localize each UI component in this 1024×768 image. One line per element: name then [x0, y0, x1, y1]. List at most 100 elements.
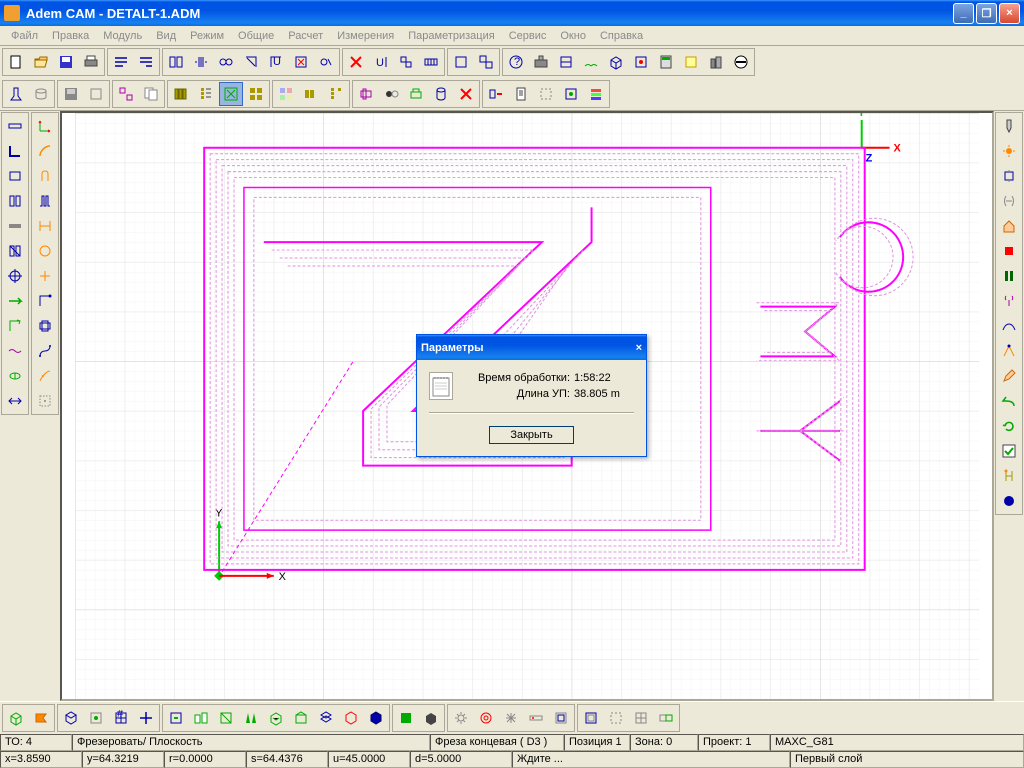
tool-icon[interactable]: [194, 82, 218, 106]
help-icon[interactable]: ?: [504, 50, 528, 74]
grid-icon[interactable]: #: [109, 706, 133, 730]
tool-icon[interactable]: [33, 264, 57, 288]
tool-icon[interactable]: [549, 706, 573, 730]
tool-icon[interactable]: [629, 706, 653, 730]
tool-icon[interactable]: [33, 164, 57, 188]
refresh-icon[interactable]: [997, 414, 1021, 438]
tool-icon[interactable]: [3, 239, 27, 263]
tool-icon[interactable]: [134, 50, 158, 74]
house-icon[interactable]: [997, 214, 1021, 238]
tool-icon[interactable]: [189, 50, 213, 74]
tool-icon[interactable]: [33, 289, 57, 313]
cylinder-icon[interactable]: [429, 82, 453, 106]
calc-icon[interactable]: [654, 50, 678, 74]
tool-icon[interactable]: [3, 389, 27, 413]
edit-icon[interactable]: [997, 364, 1021, 388]
target-icon[interactable]: [3, 264, 27, 288]
circle-icon[interactable]: [33, 239, 57, 263]
check-icon[interactable]: [997, 439, 1021, 463]
menu-calc[interactable]: Расчет: [281, 28, 330, 44]
copy-icon[interactable]: [139, 82, 163, 106]
tool-icon[interactable]: [474, 50, 498, 74]
tool-icon[interactable]: [33, 214, 57, 238]
tool-icon[interactable]: U: [264, 50, 288, 74]
tool-icon[interactable]: U: [369, 50, 393, 74]
tool-icon[interactable]: [33, 389, 57, 413]
menu-param[interactable]: Параметризация: [401, 28, 501, 44]
tool-icon[interactable]: [579, 706, 603, 730]
tool-icon[interactable]: [604, 706, 628, 730]
open-icon[interactable]: [29, 50, 53, 74]
tool-icon[interactable]: [314, 706, 338, 730]
menu-view[interactable]: Вид: [149, 28, 183, 44]
close-button[interactable]: ×: [999, 3, 1020, 24]
menu-mode[interactable]: Режим: [183, 28, 231, 44]
tool-icon[interactable]: [354, 82, 378, 106]
tool-icon[interactable]: [274, 82, 298, 106]
save-icon[interactable]: [54, 50, 78, 74]
tool-icon[interactable]: [239, 706, 263, 730]
tool-icon[interactable]: [3, 289, 27, 313]
menu-window[interactable]: Окно: [553, 28, 593, 44]
tool-icon[interactable]: [33, 189, 57, 213]
menu-file[interactable]: Файл: [4, 28, 45, 44]
tool-icon[interactable]: [214, 706, 238, 730]
tool-icon[interactable]: [289, 50, 313, 74]
tool-icon[interactable]: [997, 289, 1021, 313]
cube-icon[interactable]: [604, 50, 628, 74]
building-icon[interactable]: [704, 50, 728, 74]
menu-help[interactable]: Справка: [593, 28, 650, 44]
tool-icon[interactable]: [324, 82, 348, 106]
dialog-close-icon[interactable]: ×: [636, 342, 642, 354]
tool-icon[interactable]: [314, 50, 338, 74]
record-icon[interactable]: [997, 489, 1021, 513]
tool-icon[interactable]: [679, 50, 703, 74]
tool-icon[interactable]: [29, 82, 53, 106]
tool-icon[interactable]: [4, 706, 28, 730]
delete-icon[interactable]: [454, 82, 478, 106]
tool-icon[interactable]: [164, 50, 188, 74]
undo-icon[interactable]: [997, 389, 1021, 413]
tool-icon[interactable]: [33, 314, 57, 338]
curve-icon[interactable]: [997, 314, 1021, 338]
tool-icon[interactable]: [134, 706, 158, 730]
tool-icon[interactable]: [239, 50, 263, 74]
tool-icon[interactable]: [33, 339, 57, 363]
record-icon[interactable]: [997, 239, 1021, 263]
tool-icon[interactable]: [3, 314, 27, 338]
tool-icon[interactable]: [474, 706, 498, 730]
tool-icon[interactable]: [219, 82, 243, 106]
minimize-button[interactable]: _: [953, 3, 974, 24]
machine-icon[interactable]: [529, 50, 553, 74]
tool-icon[interactable]: [3, 339, 27, 363]
tool-icon[interactable]: [3, 114, 27, 138]
tool-icon[interactable]: [654, 706, 678, 730]
tool-icon[interactable]: [364, 706, 388, 730]
tool-icon[interactable]: [499, 706, 523, 730]
tool-icon[interactable]: [84, 706, 108, 730]
tool-icon[interactable]: [214, 50, 238, 74]
layers-icon[interactable]: [584, 82, 608, 106]
pause-icon[interactable]: [997, 264, 1021, 288]
tool-icon[interactable]: [189, 706, 213, 730]
tool-icon[interactable]: [997, 189, 1021, 213]
tool-icon[interactable]: [997, 464, 1021, 488]
menu-module[interactable]: Модуль: [96, 28, 149, 44]
stop-icon[interactable]: [729, 50, 753, 74]
tool-icon[interactable]: [264, 706, 288, 730]
maximize-button[interactable]: ❐: [976, 3, 997, 24]
tool-icon[interactable]: [534, 82, 558, 106]
tool-icon[interactable]: [997, 139, 1021, 163]
tool-icon[interactable]: [3, 364, 27, 388]
tool-icon[interactable]: [554, 50, 578, 74]
tool-icon[interactable]: [299, 82, 323, 106]
menu-measure[interactable]: Измерения: [330, 28, 401, 44]
tool-icon[interactable]: [997, 339, 1021, 363]
tool-icon[interactable]: [524, 706, 548, 730]
menu-edit[interactable]: Правка: [45, 28, 96, 44]
axis-icon[interactable]: [33, 114, 57, 138]
tool-icon[interactable]: [33, 364, 57, 388]
rect-icon[interactable]: [3, 164, 27, 188]
arc-icon[interactable]: [33, 139, 57, 163]
tool-icon[interactable]: [394, 706, 418, 730]
